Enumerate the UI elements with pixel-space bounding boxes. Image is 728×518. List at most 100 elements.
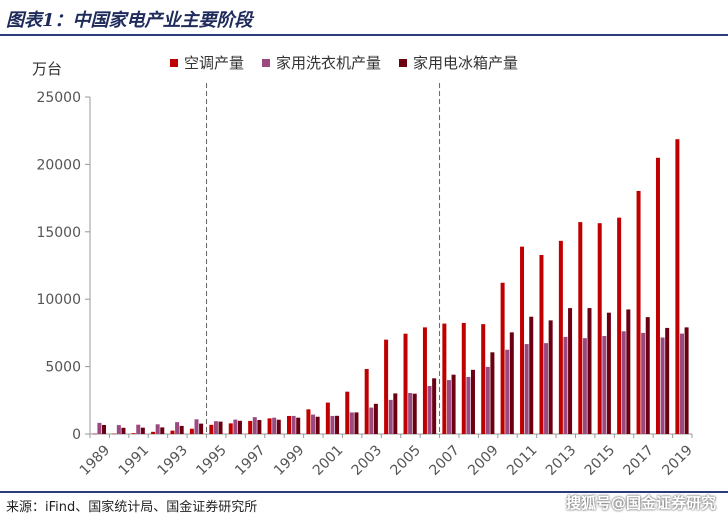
bar-washer-2014: [582, 338, 587, 434]
x-tick-label: 1993: [154, 442, 191, 479]
bar-ac-2007: [442, 323, 447, 434]
bar-fridge-2003: [373, 403, 378, 434]
bar-ac-1999: [287, 415, 292, 434]
bar-washer-1990: [116, 425, 121, 434]
bar-ac-1996: [228, 423, 233, 434]
chart-title: 图表1：中国家电产业主要阶段: [6, 10, 253, 31]
y-tick-label: 0: [72, 427, 81, 443]
bar-washer-1999: [291, 415, 296, 434]
legend-label-washer: 家用洗衣机产量: [276, 54, 382, 72]
bar-fridge-2011: [529, 316, 534, 434]
x-tick-label: 1997: [232, 442, 269, 479]
bar-fridge-2017: [645, 317, 650, 434]
x-tick-label: 2013: [543, 442, 580, 479]
x-tick-label: 1989: [77, 442, 114, 479]
bar-ac-1991: [131, 433, 136, 434]
bar-fridge-2000: [315, 416, 320, 434]
bar-fridge-2007: [451, 374, 456, 434]
y-tick-label: 10000: [36, 292, 81, 308]
bar-ac-1993: [170, 430, 175, 434]
legend-swatch-fridge: [399, 58, 408, 67]
x-tick-label: 2001: [310, 442, 347, 479]
bar-fridge-1993: [179, 425, 184, 434]
legend-swatch-ac: [170, 58, 178, 67]
y-tick-label: 25000: [36, 90, 81, 106]
bar-washer-2002: [349, 412, 354, 434]
x-tick-label: 2019: [659, 442, 696, 479]
bar-fridge-1989: [102, 424, 107, 434]
x-tick-label: 2005: [388, 442, 425, 479]
bar-washer-2006: [427, 386, 432, 434]
bar-ac-2008: [461, 322, 466, 434]
bar-ac-2019: [675, 139, 680, 435]
bar-ac-2005: [403, 333, 408, 434]
y-tick-label: 20000: [36, 157, 81, 173]
legend-swatch-washer: [262, 58, 271, 67]
bar-washer-1995: [213, 421, 218, 434]
bar-ac-2002: [345, 391, 350, 434]
bar-fridge-2008: [470, 369, 475, 434]
bar-chart: 0 5000 10000 15000 20000 25000 1989 1991 1993 199…: [36, 83, 696, 479]
legend-label-fridge: 家用电冰箱产量: [413, 54, 519, 72]
bar-washer-2019: [679, 333, 684, 434]
bar-ac-2003: [364, 369, 369, 434]
y-tick-label: 15000: [36, 225, 81, 241]
x-tick-label: 2009: [465, 442, 502, 479]
bar-ac-1997: [248, 420, 253, 434]
bar-washer-2005: [408, 393, 413, 434]
bar-ac-2000: [306, 409, 311, 434]
bar-washer-2013: [563, 336, 568, 434]
bar-fridge-1994: [199, 423, 204, 434]
bar-ac-1989: [92, 433, 97, 435]
bar-fridge-2019: [684, 327, 689, 434]
bar-washer-1989: [97, 422, 102, 434]
x-tick-label: 2015: [582, 442, 619, 479]
bar-fridge-1991: [140, 427, 145, 434]
bar-fridge-2004: [393, 393, 398, 434]
bar-fridge-1997: [257, 419, 262, 434]
bar-washer-2015: [602, 336, 607, 434]
bar-ac-1995: [209, 424, 214, 434]
bar-washer-2007: [446, 380, 451, 434]
x-tick-label: 1999: [271, 442, 308, 479]
bar-ac-2014: [578, 222, 583, 434]
bar-ac-2016: [617, 217, 622, 434]
bar-fridge-2012: [548, 320, 553, 434]
bar-fridge-1992: [160, 427, 165, 434]
bar-ac-2013: [558, 240, 563, 434]
bar-washer-2004: [388, 399, 393, 434]
bar-fridge-1998: [276, 419, 281, 434]
y-tick-label: 5000: [45, 360, 81, 376]
bar-washer-2012: [544, 343, 549, 434]
bar-fridge-1995: [218, 421, 223, 434]
x-tick-label: 2011: [504, 442, 541, 479]
bar-fridge-2018: [665, 327, 670, 434]
bar-ac-2010: [500, 282, 505, 434]
bar-ac-2006: [422, 327, 427, 434]
title-divider: [0, 34, 728, 36]
bar-washer-1992: [155, 424, 160, 434]
legend-item-ac: 空调产量: [170, 52, 244, 73]
x-tick-label: 2003: [349, 442, 386, 479]
bar-washer-2010: [505, 349, 510, 434]
bar-fridge-2002: [354, 412, 359, 434]
bar-ac-1990: [112, 433, 117, 435]
bar-washer-2011: [524, 344, 529, 434]
bar-fridge-2016: [626, 309, 631, 434]
bar-washer-2001: [330, 415, 335, 434]
title-bar: 图表1：中国家电产业主要阶段: [0, 0, 728, 34]
bar-ac-2018: [655, 157, 660, 434]
bar-fridge-2005: [412, 393, 417, 434]
legend-item-fridge: 家用电冰箱产量: [399, 52, 518, 73]
bar-washer-1993: [175, 422, 180, 434]
bar-ac-1998: [267, 418, 272, 434]
bar-washer-1997: [252, 417, 257, 434]
bar-washer-2016: [621, 331, 626, 434]
bar-ac-2012: [539, 254, 544, 434]
bar-fridge-2001: [335, 415, 340, 434]
x-tick-label: 1991: [116, 442, 153, 479]
legend: 空调产量 家用洗衣机产量 家用电冰箱产量: [170, 52, 518, 73]
bar-washer-2018: [660, 337, 665, 434]
bar-washer-1996: [233, 419, 238, 434]
bar-fridge-2009: [490, 352, 495, 434]
